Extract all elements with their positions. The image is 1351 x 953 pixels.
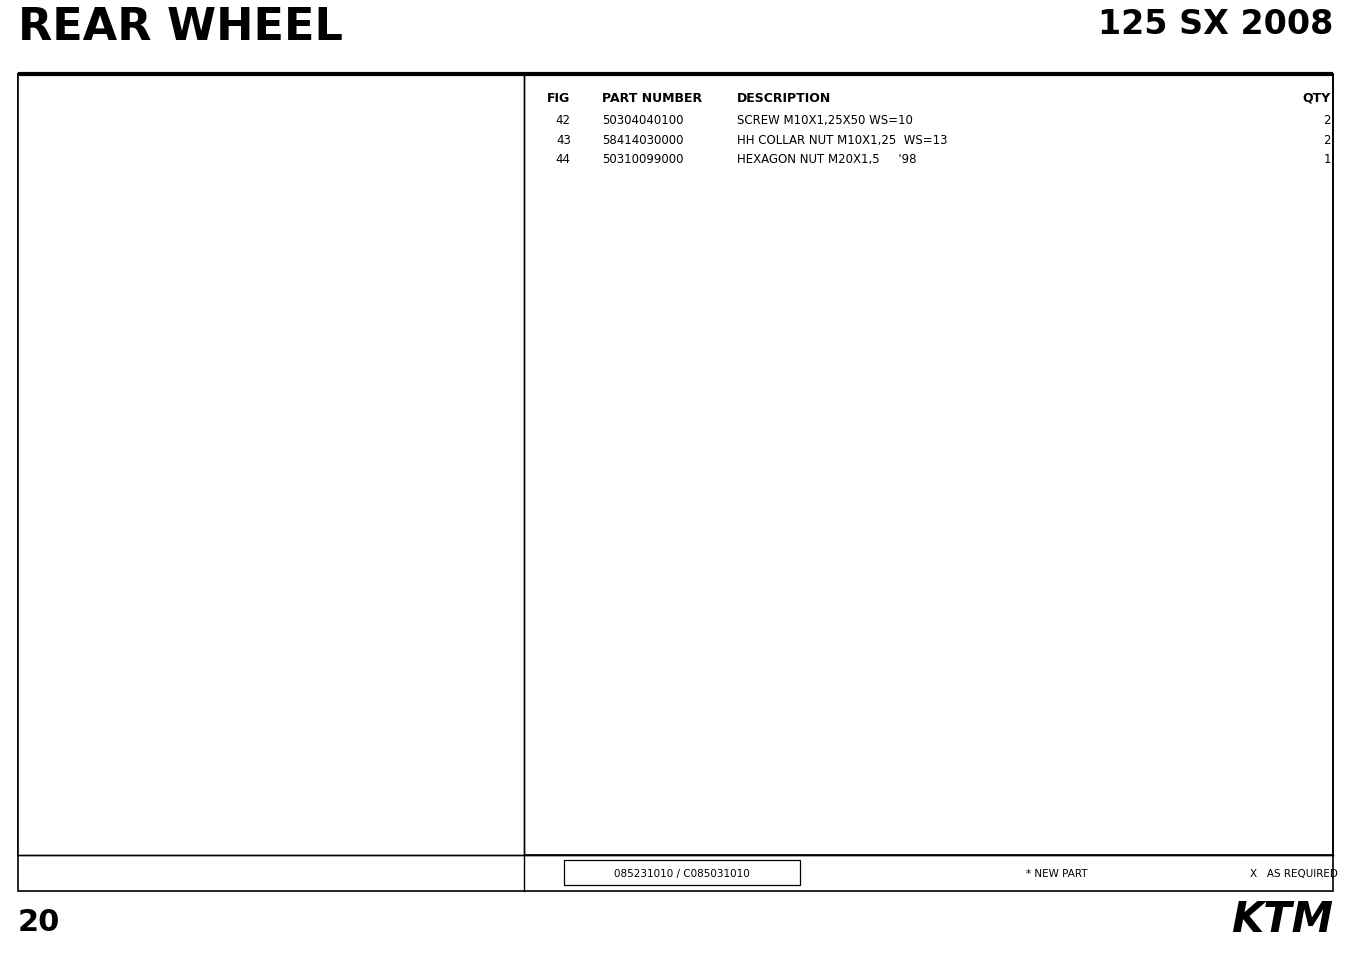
Bar bbox=[18, 75, 1333, 891]
Text: DESCRIPTION: DESCRIPTION bbox=[738, 91, 831, 105]
Text: 44: 44 bbox=[555, 152, 570, 166]
Text: 125 SX 2008: 125 SX 2008 bbox=[1098, 8, 1333, 41]
Text: QTY: QTY bbox=[1302, 91, 1331, 105]
Text: 1: 1 bbox=[1323, 152, 1331, 166]
Text: HH COLLAR NUT M10X1,25  WS=13: HH COLLAR NUT M10X1,25 WS=13 bbox=[738, 133, 947, 147]
Text: HEXAGON NUT M20X1,5     '98: HEXAGON NUT M20X1,5 '98 bbox=[738, 152, 916, 166]
Text: KTM: KTM bbox=[1232, 898, 1333, 940]
Bar bbox=[18, 75, 1333, 855]
Text: PART NUMBER: PART NUMBER bbox=[601, 91, 703, 105]
Text: 085231010 / C085031010: 085231010 / C085031010 bbox=[615, 868, 750, 878]
Text: 2: 2 bbox=[1323, 114, 1331, 128]
Text: 2: 2 bbox=[1323, 133, 1331, 147]
Text: X   AS REQUIRED: X AS REQUIRED bbox=[1250, 868, 1337, 878]
Bar bbox=[18, 75, 524, 855]
Text: * NEW PART: * NEW PART bbox=[1027, 868, 1088, 878]
Text: REAR WHEEL: REAR WHEEL bbox=[18, 6, 342, 49]
Text: 42: 42 bbox=[555, 114, 570, 128]
Text: 43: 43 bbox=[555, 133, 570, 147]
Text: 50310099000: 50310099000 bbox=[601, 152, 684, 166]
Text: SCREW M10X1,25X50 WS=10: SCREW M10X1,25X50 WS=10 bbox=[738, 114, 913, 128]
Text: 58414030000: 58414030000 bbox=[601, 133, 684, 147]
Text: 50304040100: 50304040100 bbox=[601, 114, 684, 128]
Text: FIG: FIG bbox=[546, 91, 570, 105]
Bar bbox=[565, 861, 800, 885]
Text: 20: 20 bbox=[18, 907, 59, 936]
